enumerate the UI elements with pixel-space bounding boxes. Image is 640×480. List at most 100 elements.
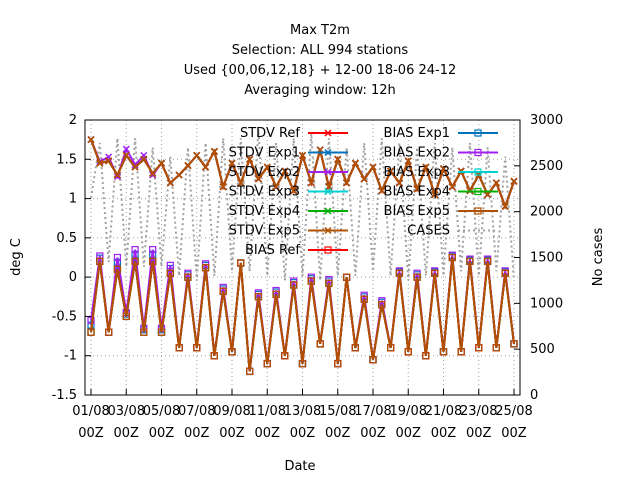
x-tick-label-date: 05/08 [143,404,180,419]
legend-marker [324,168,332,176]
series-stdv-5-point [378,187,386,195]
series-bias-5-point [492,344,500,352]
series-bias-5-point [193,344,201,352]
series-stdv-5-point [413,185,421,193]
series-stdv-5-point [290,187,298,195]
series-stdv-5-point [87,136,95,144]
series-bias-5-point [237,259,245,267]
series-bias-5-point [439,348,448,356]
legend-marker [474,207,482,215]
x-axis-label: Date [284,459,315,474]
series-bias-2-point [272,286,280,295]
series-bias-5-point [175,344,183,352]
x-tick-label-date: 07/08 [178,404,215,419]
series-stdv-5-point [387,167,395,175]
legend-marker [324,129,332,137]
legend-marker [324,148,332,157]
series-bias-5-point [457,348,465,356]
series-group [87,129,518,376]
legend-label: STDV Exp3 [229,185,300,200]
series-bias-5-point [475,344,483,352]
x-tick-label-date: 01/08 [72,404,109,419]
x-tick-label-hour: 00Z [78,426,104,441]
series-bias-5-point [105,328,113,336]
chart-title-block: Max T2m Selection: ALL 994 stations Used… [184,23,457,98]
series-bias-5-point [378,301,386,309]
series-stdv-5-point [395,179,403,187]
series-stdv-5-point [175,171,183,179]
series-stdv-2-point [149,171,157,179]
series-bias-5-point [325,279,333,288]
series-stdv-5-point [113,171,121,179]
x-tick-label-date: 23/08 [460,404,497,419]
series-bias-5-point [448,253,456,262]
legend-label: CASES [407,224,450,239]
x-tick-label-date: 21/08 [425,404,462,419]
series-stdv-5-point [501,202,509,210]
series-bias-5-point [290,281,298,289]
series-bias-2-point [166,261,174,269]
x-tick-label-hour: 00Z [360,426,386,441]
x-tick-label-date: 17/08 [354,404,391,419]
y-tick-label: 0 [69,270,77,285]
legend-label: BIAS Exp4 [384,185,450,200]
series-stdv-5-point [272,183,280,191]
x-tick-label-hour: 00Z [396,426,422,441]
series-stdv-5-point [166,179,174,187]
series-stdv-5-point [131,163,139,171]
series-bias-5-point [483,257,492,266]
series-bias-5-point [413,273,421,281]
legend-label: BIAS Ref [245,243,300,258]
legend-marker [474,168,482,176]
y2-tick-label: 1500 [530,251,563,266]
series-stdv-2-point [122,145,130,153]
series-stdv-5-point [343,179,351,187]
series-bias-5-point [342,273,351,281]
series-bias-5-point [466,257,474,266]
series-bias-2-point [113,253,122,262]
legend-marker [474,129,482,137]
series-bias-5-point [157,328,166,336]
legend-label: BIAS Exp2 [384,146,450,161]
y-axis-label: deg C [9,238,24,276]
series-bias-5-point [272,290,280,299]
series-bias-5-point [334,359,342,368]
legend-label: STDV Exp2 [229,165,300,180]
legend-marker [324,207,332,215]
series-stdv-5-point [281,167,289,175]
series-bias-5-point [395,269,404,277]
series-bias-5-point [510,340,518,348]
chart-subtitle-used: Used {00,06,12,18} + 12-00 18-06 24-12 [184,63,457,78]
x-tick-label-date: 25/08 [495,404,532,419]
series-bias-5-point [201,264,210,272]
y2-tick-label: 2000 [530,205,563,220]
y-tick-label: 0.5 [56,231,77,246]
legend-marker [474,148,482,157]
x-tick-label-date: 13/08 [284,404,321,419]
series-stdv-5-point [334,155,342,163]
series-cases [90,129,515,281]
series-bias-5-point [122,312,130,321]
series-bias-2-point [413,269,421,277]
x-tick-label-hour: 00Z [290,426,316,441]
series-bias-5-point [431,269,439,277]
legend-label: STDV Exp5 [229,224,300,239]
series-stdv-5-point [202,163,210,171]
series-bias-5-point [228,348,236,356]
series-bias-5-point [351,344,359,352]
series-stdv-5-point [422,163,430,171]
chart-subtitle-selection: Selection: ALL 994 stations [232,43,409,58]
series-stdv-5-point [404,157,412,165]
series-stdv-5-point [105,157,113,165]
series-stdv-5-point [237,179,245,187]
series-bias-2-point [325,275,333,284]
legend-marker [324,246,332,254]
series-bias-2-point [307,273,315,281]
series-bias-5-point [210,352,218,360]
series-stdv-5-point [263,163,271,171]
series-stdv-5-point [360,175,368,183]
legend-label: BIAS Exp3 [384,165,450,180]
y-tick-label: 1.5 [56,152,77,167]
series-stdv-5-point [307,179,315,187]
series-stdv-5-point [246,155,254,163]
